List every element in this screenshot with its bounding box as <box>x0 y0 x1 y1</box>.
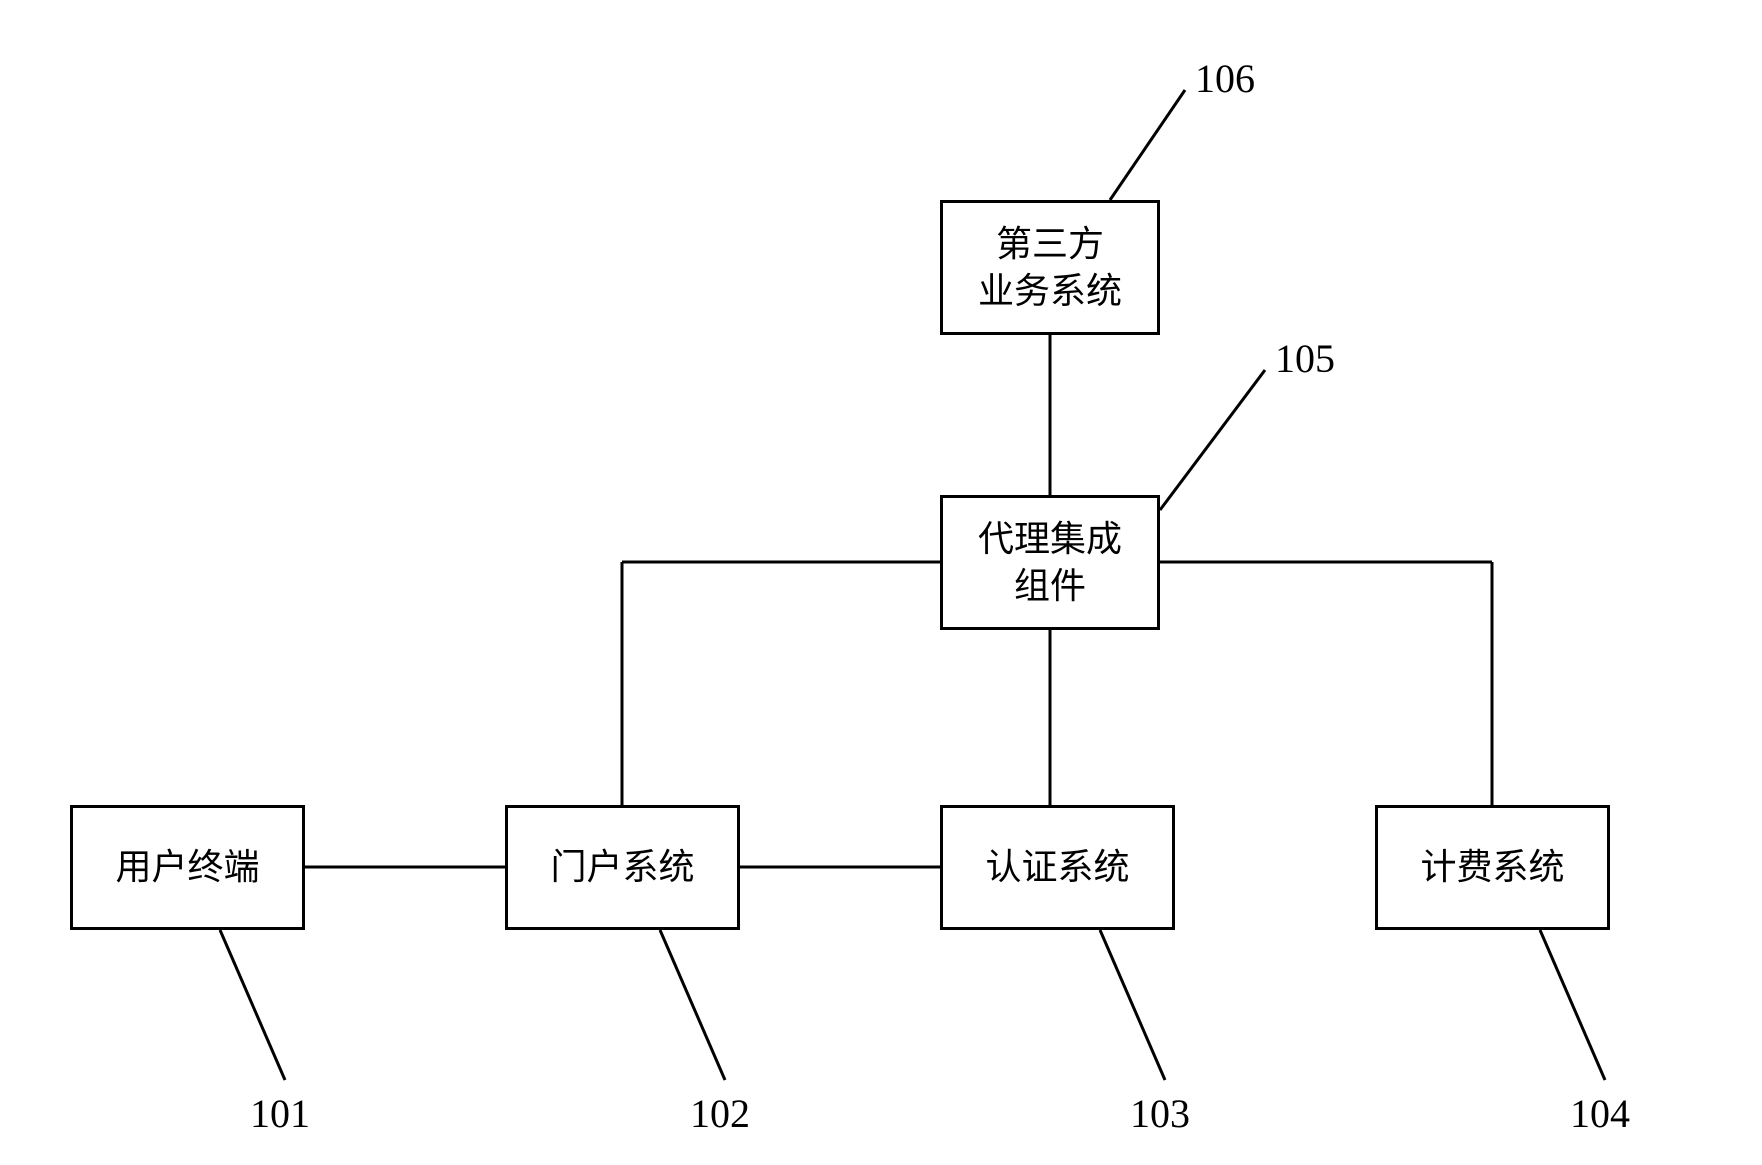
ref-label-103: 103 <box>1130 1090 1190 1137</box>
node-user-terminal: 用户终端 <box>70 805 305 930</box>
node-portal-system: 门户系统 <box>505 805 740 930</box>
ref-label-101: 101 <box>250 1090 310 1137</box>
ref-label-105: 105 <box>1275 335 1335 382</box>
node-third-party-system: 第三方业务系统 <box>940 200 1160 335</box>
node-proxy-integration: 代理集成组件 <box>940 495 1160 630</box>
node-auth-system: 认证系统 <box>940 805 1175 930</box>
node-label: 用户终端 <box>115 844 259 891</box>
node-label: 计费系统 <box>1420 844 1564 891</box>
system-architecture-diagram: 用户终端 门户系统 认证系统 计费系统 代理集成组件 第三方业务系统 101 1… <box>0 0 1762 1165</box>
node-label: 门户系统 <box>550 844 694 891</box>
node-label: 代理集成组件 <box>978 516 1122 610</box>
node-label: 认证系统 <box>985 844 1129 891</box>
node-billing-system: 计费系统 <box>1375 805 1610 930</box>
ref-label-104: 104 <box>1570 1090 1630 1137</box>
ref-label-106: 106 <box>1195 55 1255 102</box>
diagram-edges <box>0 0 1762 1165</box>
node-label: 第三方业务系统 <box>978 221 1122 315</box>
ref-label-102: 102 <box>690 1090 750 1137</box>
